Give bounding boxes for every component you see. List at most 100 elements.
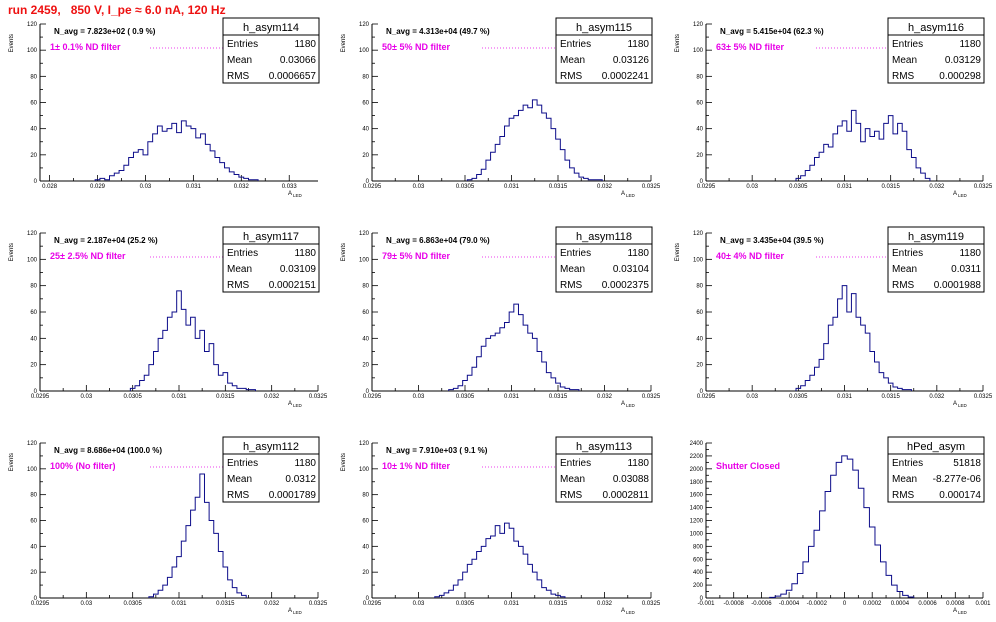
- y-tick-label: 80: [362, 284, 369, 290]
- x-tick-label: 0.032: [597, 184, 613, 190]
- x-tick-label: 0.0305: [123, 601, 142, 607]
- histogram-series: [795, 285, 912, 391]
- y-tick-label: 100: [27, 48, 38, 54]
- stat-value-rms: 0.0001988: [934, 280, 982, 291]
- stat-value-mean: 0.03109: [280, 264, 317, 275]
- x-tick-label: 0.0325: [974, 394, 993, 400]
- x-tick-label: 0.032: [929, 394, 945, 400]
- x-tick-label: 0.0325: [974, 184, 993, 190]
- x-tick-label: 0.032: [929, 184, 945, 190]
- stat-value-rms: 0.0002241: [602, 71, 650, 82]
- x-tick-label: 0.001: [975, 601, 991, 607]
- stat-label-mean: Mean: [560, 264, 585, 275]
- x-tick-label: 0.0315: [549, 394, 568, 400]
- stat-value-entries: 51818: [953, 458, 981, 469]
- stat-label-mean: Mean: [227, 264, 252, 275]
- x-tick-label: 0.0315: [216, 394, 235, 400]
- y-tick-label: 40: [362, 127, 369, 133]
- stat-label-rms: RMS: [560, 71, 583, 82]
- y-tick-label: 20: [362, 570, 369, 576]
- y-tick-label: 2200: [690, 454, 704, 460]
- y-tick-label: 100: [27, 257, 38, 263]
- y-tick-label: 120: [359, 441, 370, 447]
- x-tick-label: 0.031: [186, 184, 202, 190]
- y-axis-title: Events: [675, 243, 681, 261]
- x-axis-title: ALED: [953, 191, 968, 198]
- y-axis-title: Events: [341, 243, 347, 261]
- x-axis-title: ALED: [621, 401, 636, 408]
- y-tick-label: 120: [693, 231, 704, 237]
- y-axis-title: Events: [9, 453, 15, 471]
- x-tick-label: 0.03: [80, 601, 92, 607]
- x-tick-label: 0.0295: [31, 601, 50, 607]
- y-tick-label: 0: [34, 179, 38, 185]
- x-tick-label: 0.03: [413, 394, 425, 400]
- filter-annotation: 63± 5% ND filter: [716, 42, 784, 52]
- y-tick-label: 60: [30, 310, 37, 316]
- stat-value-rms: 0.0001789: [269, 490, 317, 501]
- navg-label: N_avg = 7.910e+03 ( 9.1 %): [386, 446, 488, 455]
- stat-label-entries: Entries: [560, 39, 591, 50]
- y-tick-label: 60: [696, 310, 703, 316]
- stat-value-entries: 1180: [627, 458, 649, 469]
- filter-annotation: 25± 2.5% ND filter: [50, 251, 126, 261]
- x-tick-label: 0.0305: [456, 601, 475, 607]
- stat-label-entries: Entries: [560, 458, 591, 469]
- x-tick-label: 0.0006: [918, 601, 937, 607]
- y-tick-label: 0: [366, 179, 370, 185]
- stat-value-rms: 0.0002151: [269, 280, 317, 291]
- y-tick-label: 200: [693, 583, 704, 589]
- x-tick-label: 0.0325: [309, 601, 328, 607]
- filter-annotation: 10± 1% ND filter: [382, 461, 450, 471]
- y-tick-label: 0: [700, 389, 704, 395]
- histogram-name: h_asym118: [576, 231, 632, 243]
- x-tick-label: 0.0295: [31, 394, 50, 400]
- filter-annotation: 50± 5% ND filter: [382, 42, 450, 52]
- navg-label: N_avg = 8.686e+04 (100.0 %): [54, 446, 162, 455]
- y-tick-label: 1200: [690, 519, 704, 525]
- y-tick-label: 20: [30, 363, 37, 369]
- histogram-panel-h_asym113: 0 20 40 60 80 100 120 0.0295 0.03 0.0305 0.031 0.03…: [341, 436, 661, 615]
- y-tick-label: 0: [366, 596, 370, 602]
- histogram-panel-h_asym118: 0 20 40 60 80 100 120 0.0295 0.03 0.0305 0.031 0.03…: [341, 226, 661, 408]
- stat-label-entries: Entries: [892, 39, 923, 50]
- y-tick-label: 20: [362, 153, 369, 159]
- y-axis-title: Events: [341, 453, 347, 471]
- stats-box: [222, 453, 320, 503]
- stat-value-entries: 1180: [627, 248, 649, 259]
- x-tick-label: 0.0295: [363, 394, 382, 400]
- y-tick-label: 60: [362, 101, 369, 107]
- stat-value-rms: 0.000174: [939, 490, 981, 501]
- histogram-name: h_asym117: [243, 231, 299, 243]
- y-tick-label: 100: [27, 467, 38, 473]
- filter-annotation: 100% (No filter): [50, 461, 116, 471]
- stat-label-rms: RMS: [560, 280, 583, 291]
- y-tick-label: 0: [700, 596, 704, 602]
- x-tick-label: 0.03: [746, 184, 758, 190]
- y-tick-label: 600: [693, 557, 704, 563]
- y-tick-label: 80: [30, 74, 37, 80]
- navg-label: N_avg = 3.435e+04 (39.5 %): [720, 236, 824, 245]
- y-tick-label: 80: [362, 74, 369, 80]
- stat-label-mean: Mean: [227, 474, 252, 485]
- stat-label-rms: RMS: [560, 490, 583, 501]
- histogram-name: h_asym119: [908, 231, 964, 243]
- x-tick-label: 0.0305: [456, 184, 475, 190]
- stat-value-entries: 1180: [959, 248, 981, 259]
- y-tick-label: 20: [362, 363, 369, 369]
- stat-label-rms: RMS: [227, 280, 250, 291]
- y-tick-label: 0: [34, 389, 38, 395]
- y-tick-label: 20: [30, 570, 37, 576]
- histogram-name: hPed_asym: [907, 441, 965, 453]
- x-tick-label: 0.0315: [881, 394, 900, 400]
- histogram-panel-h_asym114: 0 20 40 60 80 100 120 0.028 0.029 0.03 0.031 0.032 0…: [9, 17, 320, 198]
- stat-label-mean: Mean: [560, 474, 585, 485]
- y-tick-label: 60: [696, 101, 703, 107]
- x-tick-label: 0.0008: [946, 601, 965, 607]
- y-tick-label: 2400: [690, 441, 704, 447]
- stat-label-entries: Entries: [227, 39, 258, 50]
- x-tick-label: 0.0315: [881, 184, 900, 190]
- x-tick-label: 0.0325: [642, 394, 661, 400]
- x-axis-title: ALED: [953, 608, 968, 615]
